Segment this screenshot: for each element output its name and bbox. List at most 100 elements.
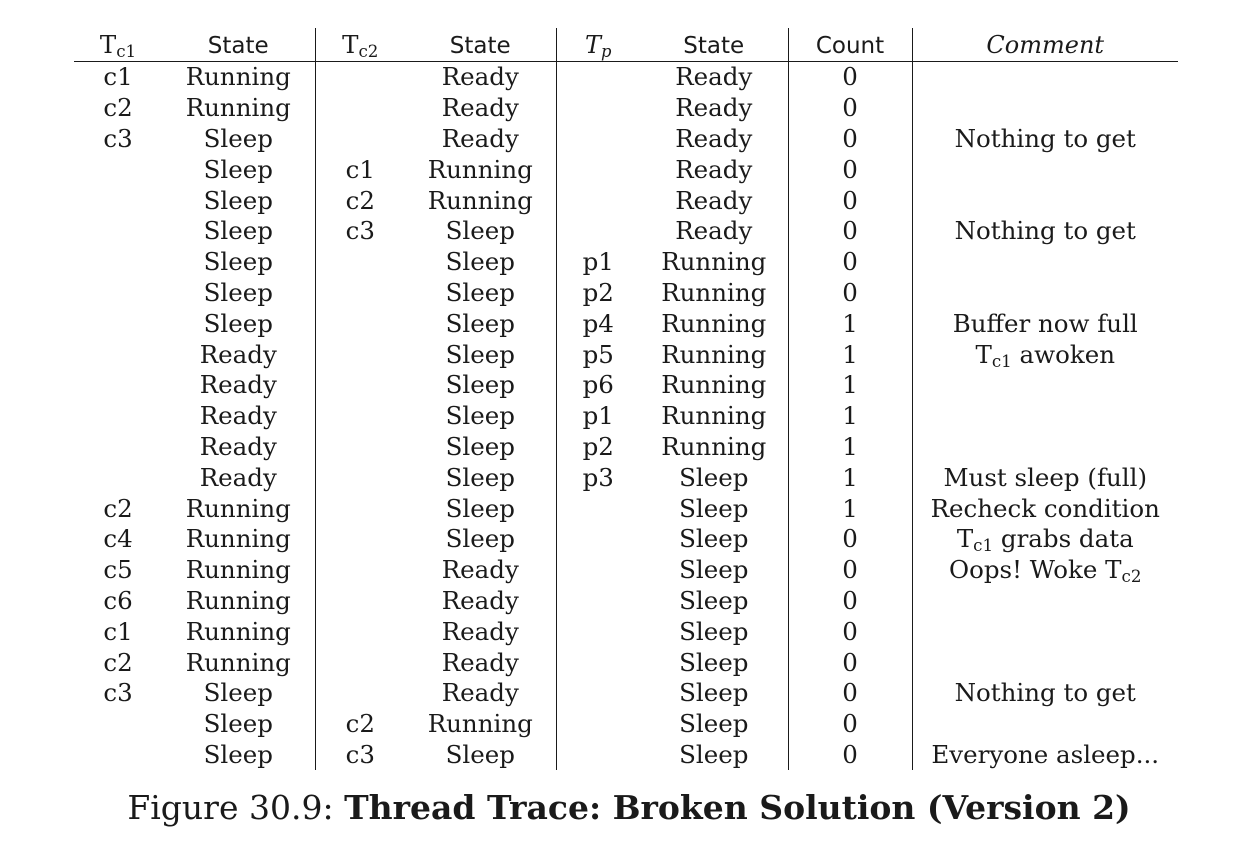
cell-state-c1: Ready — [162, 400, 316, 432]
cell-state-c1: Sleep — [162, 308, 316, 340]
cell-state-c2: Sleep — [405, 462, 557, 494]
table-row: Ready Sleep p5 Running 1 Tc1 awoken — [74, 339, 1178, 370]
table-row: Ready Sleep p3 Sleep 1 Must sleep (full) — [74, 462, 1178, 494]
cell-count: 0 — [788, 61, 913, 93]
cell-state-p: Ready — [640, 185, 789, 216]
cell-comment: Buffer now full — [912, 308, 1178, 339]
cell-count: 1 — [788, 400, 913, 432]
cell-state-c2: Ready — [405, 61, 557, 93]
cell-tc1 — [74, 278, 162, 309]
cell-state-p: Sleep — [640, 616, 789, 648]
cell-state-p: Running — [640, 246, 789, 278]
cell-state-c2: Ready — [405, 585, 557, 617]
comment-text: Nothing to get — [954, 216, 1136, 246]
cell-comment: Oops! Woke Tc2 — [912, 555, 1178, 586]
table-row: Sleep Sleep p2 Running 0 — [74, 277, 1178, 309]
cell-state-c1: Sleep — [162, 123, 316, 155]
cell-count: 0 — [788, 708, 913, 740]
caption-label: Figure 30.9: — [127, 788, 345, 827]
cell-tc1 — [74, 339, 162, 370]
cell-count: 0 — [788, 215, 913, 247]
cell-tp: p3 — [582, 462, 614, 492]
cell-state-c2: Ready — [405, 647, 557, 678]
comment-text: grabs data — [993, 524, 1134, 554]
cell-comment — [912, 247, 1178, 278]
table-row: Sleep c1 Running Ready 0 — [74, 154, 1178, 186]
cell-tc2 — [315, 493, 405, 524]
cell-tp: p5 — [582, 339, 614, 369]
cell-state-p: Sleep — [640, 708, 789, 740]
cell-count: 1 — [788, 369, 913, 401]
table-row: Ready Sleep p1 Running 1 — [74, 400, 1178, 432]
cell-tc1: c1 — [103, 616, 133, 646]
cell-state-c1: Running — [162, 554, 316, 586]
comment-subscript: c1 — [991, 351, 1012, 371]
cell-state-c1: Running — [162, 647, 316, 678]
cell-tc2 — [315, 555, 405, 586]
cell-state-p: Running — [640, 277, 789, 309]
comment-text: Nothing to get — [954, 678, 1136, 708]
cell-tp — [556, 678, 640, 709]
cell-comment: Tc1 grabs data — [912, 524, 1178, 555]
cell-state-c1: Running — [162, 616, 316, 648]
cell-tc2 — [315, 647, 405, 678]
cell-tc1 — [74, 709, 162, 740]
cell-state-p: Ready — [640, 92, 789, 124]
cell-tc2 — [315, 462, 405, 493]
table-row: Sleep c2 Running Sleep 0 — [74, 708, 1178, 740]
cell-count: 1 — [788, 308, 913, 340]
cell-comment: Tc1 awoken — [912, 339, 1178, 370]
header-count: Count — [788, 28, 913, 62]
cell-state-c2: Sleep — [405, 431, 557, 463]
cell-state-c2: Ready — [405, 123, 557, 155]
cell-comment: Nothing to get — [912, 216, 1178, 247]
cell-state-c2: Running — [405, 185, 557, 216]
cell-comment — [912, 93, 1178, 124]
cell-state-c1: Sleep — [162, 215, 316, 247]
cell-state-p: Sleep — [640, 739, 789, 771]
cell-comment — [912, 278, 1178, 309]
cell-comment — [912, 154, 1178, 185]
cell-state-p: Sleep — [640, 462, 789, 494]
cell-state-c1: Sleep — [162, 154, 316, 186]
cell-tc2 — [315, 586, 405, 617]
table-row: Sleep Sleep p1 Running 0 — [74, 246, 1178, 278]
table-row: c3 Sleep Ready Ready 0 Nothing to get — [74, 123, 1178, 155]
comment-text: Must sleep (full) — [943, 462, 1148, 492]
comment-text: Recheck condition — [930, 493, 1160, 523]
cell-tp — [556, 647, 640, 678]
cell-tc2 — [315, 124, 405, 155]
comment-subscript: c1 — [973, 536, 994, 556]
cell-tp: p2 — [582, 277, 614, 307]
cell-state-p: Running — [640, 431, 789, 463]
table-row: c2 Running Ready Sleep 0 — [74, 647, 1178, 678]
cell-state-c1: Running — [162, 585, 316, 617]
cell-tp — [556, 709, 640, 740]
cell-tc2: c3 — [345, 216, 375, 246]
cell-tp — [556, 124, 640, 155]
cell-tc2: c2 — [345, 709, 375, 739]
cell-tp — [556, 185, 640, 216]
cell-state-c1: Ready — [162, 369, 316, 401]
cell-tc2 — [315, 370, 405, 401]
cell-tc2 — [315, 93, 405, 124]
cell-state-p: Sleep — [640, 554, 789, 586]
cell-tc1: c1 — [103, 62, 133, 92]
cell-count: 0 — [788, 154, 913, 186]
cell-tc1: c3 — [103, 678, 133, 708]
cell-comment — [912, 370, 1178, 401]
cell-tp — [556, 616, 640, 647]
cell-state-c1: Sleep — [162, 277, 316, 309]
cell-state-p: Ready — [640, 61, 789, 93]
cell-count: 0 — [788, 739, 913, 771]
table-row: c5 Running Ready Sleep 0 Oops! Woke Tc2 — [74, 554, 1178, 586]
table-row: Sleep c3 Sleep Sleep 0 Everyone asleep... — [74, 739, 1178, 771]
cell-tp — [556, 524, 640, 555]
caption-title: Thread Trace: Broken Solution (Version 2… — [344, 788, 1131, 827]
table-body: c1 Running Ready Ready 0 c2 Running Ready Ready 0… — [74, 61, 1178, 771]
cell-comment: Nothing to get — [912, 678, 1178, 709]
cell-state-p: Running — [640, 339, 789, 370]
cell-state-p: Sleep — [640, 585, 789, 617]
cell-tc1 — [74, 185, 162, 216]
cell-tc1: c3 — [103, 123, 133, 153]
